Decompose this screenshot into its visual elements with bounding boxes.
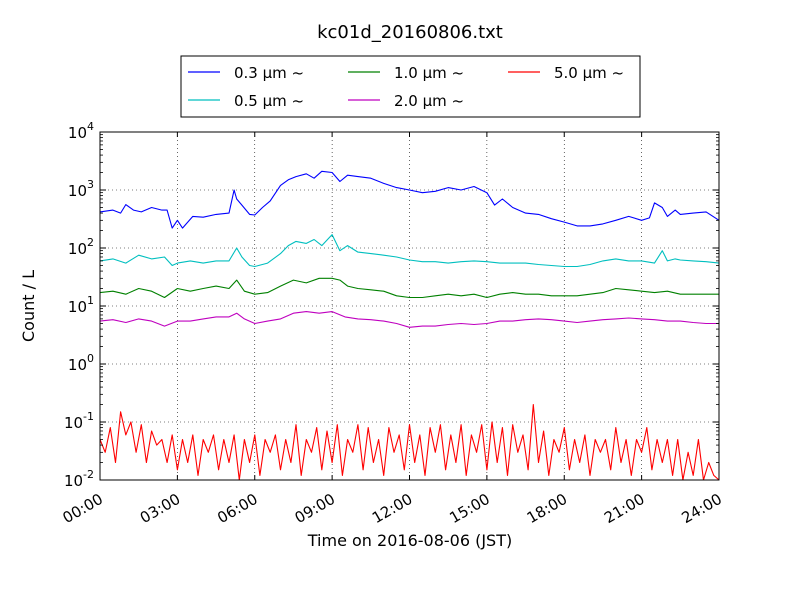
series-line-0 [99, 170, 720, 229]
legend-text-0: 0.3 µm ~ [234, 64, 304, 82]
y-tick-exp-3: 1 [87, 294, 94, 307]
legend-text-4: 5.0 µm ~ [554, 64, 624, 82]
y-tick-base-4: 10 [68, 240, 87, 258]
series-layer [99, 170, 720, 481]
legend-text-2: 1.0 µm ~ [394, 64, 464, 82]
y-tick-exp-1: -1 [83, 410, 94, 423]
series-line-2 [99, 277, 719, 299]
y-axis-label: Count / L [19, 270, 38, 342]
y-tick-exp-4: 2 [87, 236, 94, 249]
y-tick-base-3: 10 [68, 298, 87, 316]
y-tick-label-0: 10-2 [64, 468, 94, 490]
y-tick-label-3: 101 [68, 294, 94, 316]
legend: 0.3 µm ~ 0.5 µm ~ 1.0 µm ~ 2.0 µm ~ 5.0 … [180, 55, 641, 118]
y-tick-label-2: 100 [68, 352, 94, 374]
y-tick-label-1: 10-1 [64, 410, 94, 432]
legend-text-3: 2.0 µm ~ [394, 92, 464, 110]
y-tick-exp-5: 3 [87, 178, 94, 191]
y-tick-base-6: 10 [68, 124, 87, 142]
y-tick-base-1: 10 [64, 414, 83, 432]
series-line-1 [99, 234, 720, 268]
y-tick-exp-0: -2 [83, 468, 94, 481]
y-tick-label-6: 104 [68, 120, 94, 142]
legend-box [180, 55, 641, 118]
y-tick-base-2: 10 [68, 356, 87, 374]
chart-title: kc01d_20160806.txt [317, 22, 503, 43]
series-line-3 [99, 311, 719, 328]
y-tick-exp-6: 4 [87, 120, 94, 133]
y-tick-label-4: 102 [68, 236, 94, 258]
legend-text-1: 0.5 µm ~ [234, 92, 304, 110]
y-tick-label-5: 103 [68, 178, 94, 200]
y-tick-exp-2: 0 [87, 352, 94, 365]
y-tick-base-5: 10 [68, 182, 87, 200]
x-axis-label: Time on 2016-08-06 (JST) [307, 531, 512, 550]
series-line-4 [99, 403, 720, 481]
y-tick-base-0: 10 [64, 472, 83, 490]
